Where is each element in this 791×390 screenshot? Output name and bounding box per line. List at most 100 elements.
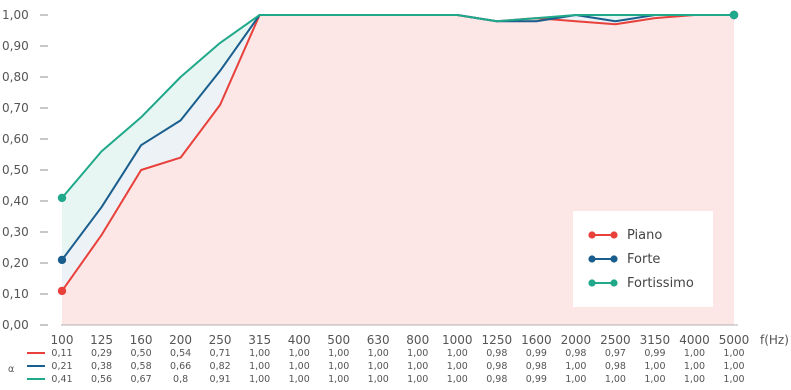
data-label: 1,00 [249, 361, 270, 372]
data-label: 0,98 [526, 361, 547, 372]
x-tick-label: 4000 [679, 333, 710, 347]
data-label: 1,00 [723, 361, 744, 372]
x-tick-label: 630 [367, 333, 390, 347]
data-label: 1,00 [684, 348, 705, 359]
data-label: 1,00 [407, 374, 428, 385]
x-tick-label: 1000 [442, 333, 473, 347]
y-tick-label: 0,60 [2, 132, 29, 146]
value-table: α 0,11 0,29 0,50 0,54 0,71 1,00 1,00 1,00 1,00 1,0… [8, 348, 745, 385]
x-tick-label: 100 [51, 333, 74, 347]
data-label: 1,00 [328, 348, 349, 359]
x-tick-label: 1600 [521, 333, 552, 347]
legend-label-piano: Piano [627, 227, 663, 243]
data-label: 1,00 [249, 374, 270, 385]
legend-swatch-piano [588, 231, 618, 239]
y-tick-label: 0,00 [2, 318, 29, 332]
data-label: 0,98 [486, 348, 507, 359]
data-label: 1,00 [407, 348, 428, 359]
point-fortissimo [57, 193, 67, 203]
data-label: 0,67 [130, 374, 151, 385]
data-label: 1,00 [368, 348, 389, 359]
data-label: 0,29 [91, 348, 112, 359]
series-lines [57, 10, 739, 296]
x-tick-label: 500 [327, 333, 350, 347]
data-label: 1,00 [368, 374, 389, 385]
data-label: 1,00 [447, 374, 468, 385]
data-label: 0,11 [51, 348, 72, 359]
data-label: 0,98 [565, 348, 586, 359]
data-label: 0,54 [170, 348, 191, 359]
data-label: 1,00 [328, 374, 349, 385]
data-label: 1,00 [407, 361, 428, 372]
data-label: 0,21 [51, 361, 72, 372]
data-label: 0,66 [170, 361, 191, 372]
data-label: 1,00 [447, 361, 468, 372]
y-tick-label: 0,40 [2, 194, 29, 208]
data-label: 1,00 [289, 374, 310, 385]
data-label: 0,97 [605, 348, 626, 359]
x-tick-label: 1250 [482, 333, 513, 347]
data-label: 0,99 [644, 348, 665, 359]
legend-label-fortissimo: Fortissimo [627, 275, 694, 291]
x-tick-label: 250 [209, 333, 232, 347]
data-label: 1,00 [289, 348, 310, 359]
data-label: 0,41 [51, 374, 72, 385]
x-tick-label: 3150 [640, 333, 671, 347]
y-tick-label: 0,20 [2, 256, 29, 270]
legend-item-piano: Piano [587, 225, 662, 245]
data-label: 1,00 [723, 348, 744, 359]
data-label: 1,00 [644, 374, 665, 385]
x-tick-label: 315 [248, 333, 271, 347]
legend-swatch-fortissimo [588, 279, 618, 287]
data-label: 1,00 [328, 361, 349, 372]
x-tick-label: 160 [130, 333, 153, 347]
point-forte [57, 255, 67, 265]
legend-label-forte: Forte [627, 251, 661, 267]
legend-item-forte: Forte [587, 249, 660, 269]
data-label: 1,00 [723, 374, 744, 385]
data-label: 1,00 [684, 361, 705, 372]
data-label: 0,91 [210, 374, 231, 385]
y-tick-label: 0,90 [2, 39, 29, 53]
data-label: 1,00 [368, 361, 389, 372]
data-label: 0,38 [91, 361, 112, 372]
legend-item-fortissimo: Fortissimo [587, 273, 694, 293]
y-tick-label: 0,30 [2, 225, 29, 239]
point-piano [57, 286, 67, 296]
data-label: 0,82 [210, 361, 231, 372]
fill-piano [62, 15, 734, 325]
data-label: 1,00 [249, 348, 270, 359]
data-label: 1,00 [565, 361, 586, 372]
data-label: 1,00 [565, 374, 586, 385]
data-label: 0,99 [526, 348, 547, 359]
axes: 0,00 0,10 0,20 0,30 0,40 0,50 0,60 0,70 0,80 0,90… [2, 8, 789, 347]
x-tick-label: 125 [90, 333, 113, 347]
legend: Piano Forte Fortissimo [573, 211, 713, 307]
data-label: 0,71 [210, 348, 231, 359]
x-tick-label: 400 [288, 333, 311, 347]
line-fortissimo [61, 14, 734, 199]
y-tick-label: 0,80 [2, 70, 29, 84]
legend-swatch-forte [588, 255, 618, 263]
data-label: 0,8 [173, 374, 188, 385]
y-tick-label: 1,00 [2, 8, 29, 22]
data-label: 0,50 [130, 348, 151, 359]
data-label: 0,98 [486, 361, 507, 372]
x-tick-label: 2500 [600, 333, 631, 347]
x-tick-label: 800 [406, 333, 429, 347]
data-label: 1,00 [289, 361, 310, 372]
y-tick-label: 0,10 [2, 287, 29, 301]
data-label: 1,00 [644, 361, 665, 372]
data-label: 0,99 [526, 374, 547, 385]
x-tick-label: 2000 [561, 333, 592, 347]
data-label: 1,00 [447, 348, 468, 359]
y-tick-label: 0,70 [2, 101, 29, 115]
table-row-label: α [8, 364, 14, 375]
data-label: 0,98 [486, 374, 507, 385]
y-tick-label: 0,50 [2, 163, 29, 177]
data-label: 1,00 [605, 374, 626, 385]
x-axis-unit: f(Hz) [760, 333, 789, 347]
data-label: 0,58 [130, 361, 151, 372]
x-tick-label: 200 [169, 333, 192, 347]
